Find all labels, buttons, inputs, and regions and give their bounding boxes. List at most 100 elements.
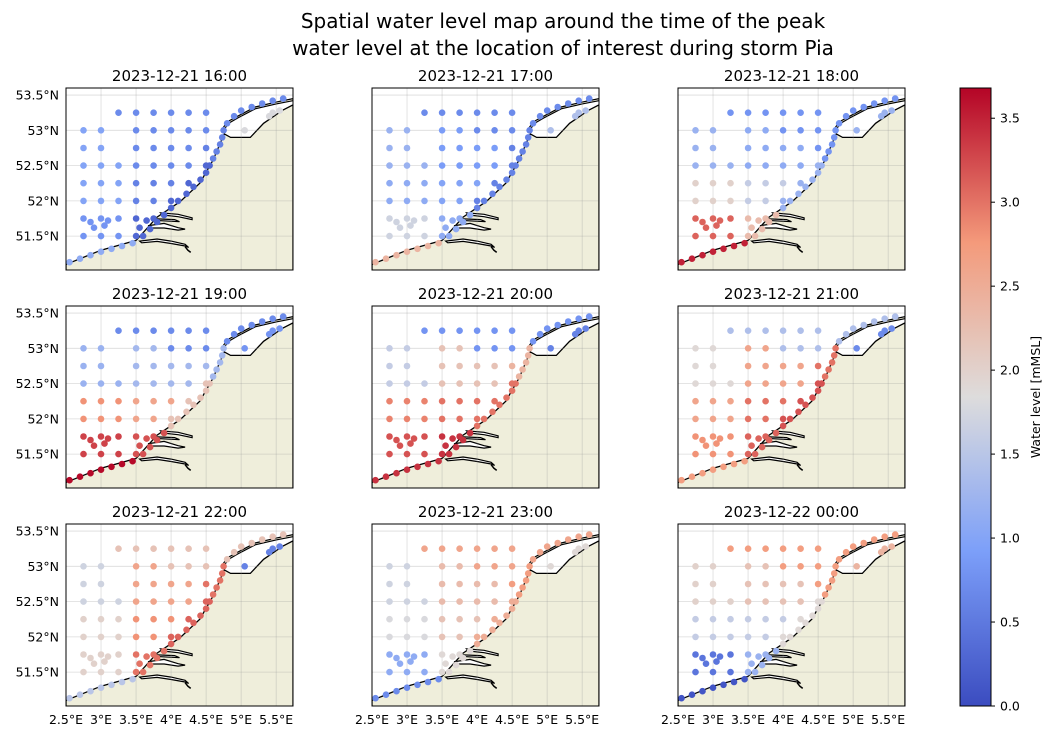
x-tick-label: 3.5°E — [731, 712, 765, 727]
station-point — [744, 179, 752, 187]
station-point — [403, 598, 411, 605]
station-point — [536, 112, 544, 120]
station-point — [564, 536, 572, 543]
station-point — [585, 313, 593, 320]
station-point — [508, 327, 516, 335]
station-point — [115, 633, 122, 641]
station-point — [241, 345, 248, 352]
station-point — [802, 619, 809, 627]
station-point — [403, 580, 411, 588]
station-point — [536, 330, 544, 338]
station-point — [414, 245, 421, 253]
station-point — [237, 543, 245, 550]
station-point — [727, 598, 734, 605]
station-point — [80, 563, 87, 570]
station-point — [814, 545, 822, 552]
station-point — [403, 684, 411, 691]
station-point — [80, 162, 87, 169]
station-point — [779, 179, 787, 187]
station-point — [132, 598, 140, 605]
station-point — [97, 197, 105, 205]
station-point — [97, 415, 105, 423]
estuary — [138, 456, 189, 466]
station-point — [438, 668, 446, 676]
station-point — [139, 668, 147, 676]
station-point — [519, 148, 526, 155]
station-point — [452, 443, 460, 451]
station-point — [97, 633, 105, 641]
station-point — [438, 450, 446, 458]
station-point — [150, 633, 157, 641]
station-point — [183, 408, 190, 416]
colorbar-tick-label: 1.5 — [1000, 447, 1020, 462]
station-point — [786, 633, 794, 641]
station-point — [438, 197, 446, 205]
station-point — [744, 127, 752, 134]
station-point — [564, 100, 572, 107]
station-point — [709, 232, 717, 240]
station-point — [139, 232, 147, 240]
station-point — [456, 197, 463, 205]
station-point — [709, 144, 717, 152]
panel-title: 2023-12-21 17:00 — [418, 67, 553, 85]
station-point — [582, 325, 589, 332]
panel-title: 2023-12-21 21:00 — [724, 285, 859, 303]
station-point — [66, 694, 73, 702]
station-point — [438, 109, 446, 116]
station-point — [543, 107, 551, 114]
x-tick-label: 2.5°E — [355, 712, 389, 727]
station-point — [779, 415, 787, 423]
station-point — [174, 415, 182, 423]
station-point — [202, 144, 210, 152]
station-point — [758, 225, 766, 233]
station-point — [692, 450, 699, 458]
station-point — [403, 232, 411, 240]
station-point — [508, 387, 516, 395]
station-point — [80, 345, 87, 352]
station-point — [762, 127, 769, 134]
station-point — [386, 397, 393, 405]
station-point — [473, 204, 481, 212]
station-point — [386, 162, 393, 169]
station-point — [709, 651, 717, 658]
station-point — [167, 633, 175, 641]
station-point — [403, 615, 411, 623]
station-point — [372, 258, 379, 266]
x-tick-label: 4°E — [772, 712, 794, 727]
station-point — [744, 144, 752, 152]
station-point — [185, 563, 192, 570]
station-point — [185, 144, 192, 152]
station-point — [438, 397, 446, 405]
station-point — [167, 162, 175, 169]
x-tick-label: 4.5°E — [189, 712, 223, 727]
station-point — [386, 651, 393, 658]
station-point — [97, 598, 105, 605]
station-point — [522, 577, 530, 584]
station-point — [197, 176, 204, 183]
station-point — [762, 580, 769, 588]
station-point — [414, 463, 421, 471]
panel-frame — [677, 523, 906, 707]
station-point — [765, 654, 773, 662]
station-point — [410, 217, 418, 224]
station-point — [818, 162, 825, 169]
station-point — [473, 179, 481, 187]
map-panel: 2023-12-22 00:00 2.5°E 3°E 3.5°E 4°E 4.5°E 5°E… — [661, 503, 906, 727]
station-point — [87, 218, 94, 226]
station-point — [524, 352, 532, 359]
station-point — [473, 345, 481, 352]
station-point — [190, 619, 197, 627]
figure-title-line-1: Spatial water level map around the time … — [301, 9, 826, 33]
station-point — [185, 580, 192, 588]
station-point — [881, 545, 888, 552]
station-point — [76, 473, 84, 481]
station-point — [80, 397, 87, 405]
station-point — [473, 144, 481, 152]
station-point — [508, 580, 516, 588]
station-point — [702, 660, 710, 667]
station-point — [403, 397, 411, 405]
y-tick-label: 53.5°N — [16, 88, 59, 103]
station-point — [842, 112, 850, 120]
station-point — [216, 359, 224, 366]
